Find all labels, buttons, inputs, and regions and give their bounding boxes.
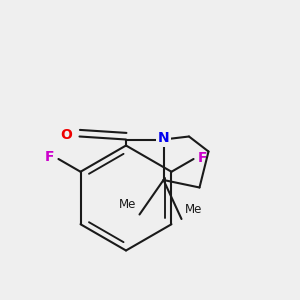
Text: Me: Me [119,199,136,212]
Text: Me: Me [184,203,202,216]
Text: O: O [60,128,72,142]
Text: N: N [158,131,169,145]
Text: F: F [44,151,54,164]
Text: F: F [198,151,208,164]
